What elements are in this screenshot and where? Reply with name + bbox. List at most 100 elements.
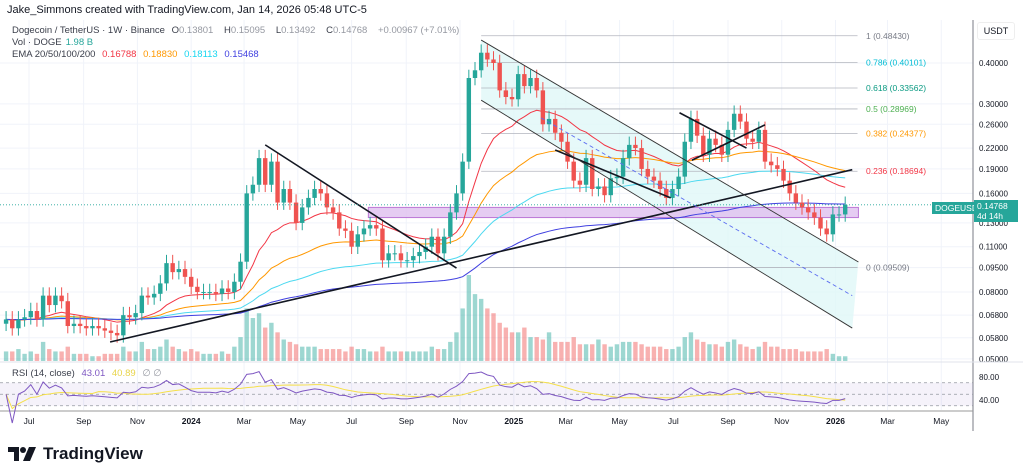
volume-bar (627, 341, 632, 361)
candle (398, 253, 404, 261)
time-tick-label: May (612, 416, 629, 426)
volume-bar (139, 341, 145, 361)
volume-bar (392, 351, 397, 361)
volume-bar (756, 346, 762, 361)
rsi-tick-label: 40.00 (979, 396, 1000, 405)
candle (40, 295, 46, 320)
candle (293, 202, 299, 223)
volume-bar (306, 346, 311, 361)
volume-bar (10, 351, 15, 361)
volume-bar (497, 322, 502, 361)
volume-bar (417, 351, 422, 361)
channel-upper-line (480, 39, 859, 263)
candle (805, 207, 811, 213)
candle (688, 118, 694, 142)
fib-level-label: 0.236 (0.18694) (866, 166, 926, 176)
volume-bar (522, 327, 527, 361)
candle (3, 319, 9, 324)
volume-bar (478, 298, 484, 361)
volume-bar (472, 294, 478, 361)
candle (448, 212, 453, 237)
time-tick-label: Mar (880, 416, 895, 426)
volume-bar (121, 346, 126, 361)
volume-bar (386, 351, 391, 361)
rsi-legend[interactable]: RSI (14, close) 43.01 40.89 ∅ ∅ (12, 368, 162, 379)
volume-bar (485, 308, 490, 361)
volume-bar (583, 344, 589, 361)
price-tick-label: 0.09500 (979, 264, 1008, 273)
candle (133, 313, 138, 318)
volume-bar (528, 337, 533, 361)
candle (762, 129, 768, 162)
candle (195, 286, 200, 293)
candle (263, 158, 268, 185)
fib-level-label: 1 (0.48430) (866, 31, 910, 41)
volume-bar (330, 349, 336, 361)
candle (77, 323, 83, 327)
currency-button[interactable]: USDT (977, 22, 1015, 40)
tradingview-logo[interactable]: TradingView (8, 444, 143, 464)
price-tick-label: 0.05800 (979, 334, 1008, 343)
time-tick-label: Sep (720, 416, 735, 426)
volume-bar (639, 344, 644, 361)
volume-bar (71, 353, 77, 361)
candle (676, 176, 681, 190)
volume-bar (40, 341, 46, 361)
volume-bar (238, 337, 243, 361)
volume-bar (3, 351, 9, 361)
candle (843, 204, 848, 215)
open-value: 0.13801 (178, 25, 214, 36)
candle (441, 236, 447, 254)
volume-bar (571, 337, 576, 361)
volume-bar (324, 349, 330, 361)
volume-bar (256, 313, 262, 361)
time-tick-label: Mar (558, 416, 573, 426)
volume-bar (676, 346, 681, 361)
candle (121, 315, 126, 336)
price-tick-label: 0.40000 (979, 59, 1008, 68)
candle (355, 234, 360, 247)
time-tick-label: Sep (76, 416, 91, 426)
volume-bar (337, 349, 342, 361)
volume-bar (22, 353, 27, 361)
volume-bar (90, 356, 95, 361)
volume-bar (127, 351, 132, 361)
volume-bar (411, 351, 416, 361)
candle (485, 52, 490, 60)
volume-bar (312, 346, 317, 361)
candle (713, 138, 718, 145)
ema-legend[interactable]: EMA 20/50/100/200 0.16788 0.18830 0.1811… (12, 49, 259, 60)
time-tick-label: 2025 (504, 416, 523, 426)
volume-bar (466, 275, 472, 361)
candle (404, 260, 410, 262)
time-tick-label: Sep (399, 416, 414, 426)
volume-bar (176, 349, 182, 361)
volume-bar (596, 339, 601, 361)
candle (312, 189, 317, 198)
volume-bar (102, 353, 108, 361)
volume-bar (158, 346, 163, 361)
volume-bar (509, 332, 515, 361)
candle (238, 261, 243, 282)
volume-legend[interactable]: Vol · DOGE 1.98 B (12, 37, 94, 48)
volume-bar (361, 349, 367, 361)
candle (256, 158, 262, 185)
candle (176, 269, 182, 273)
trendline (691, 124, 766, 161)
candle (590, 158, 595, 190)
volume-bar (293, 344, 299, 361)
volume-bar (546, 332, 552, 361)
candle (620, 158, 626, 177)
candle (429, 236, 435, 247)
volume-bar (343, 351, 348, 361)
bar-countdown: 4d 14h (977, 211, 1003, 221)
candle (349, 230, 354, 247)
symbol-name[interactable]: Dogecoin / TetherUS · 1W · Binance (12, 25, 165, 36)
candle (318, 189, 323, 194)
time-tick-label: Jul (346, 416, 357, 426)
candle (127, 315, 132, 318)
candle (534, 77, 539, 91)
volume-bar (812, 351, 817, 361)
candle (139, 295, 145, 314)
